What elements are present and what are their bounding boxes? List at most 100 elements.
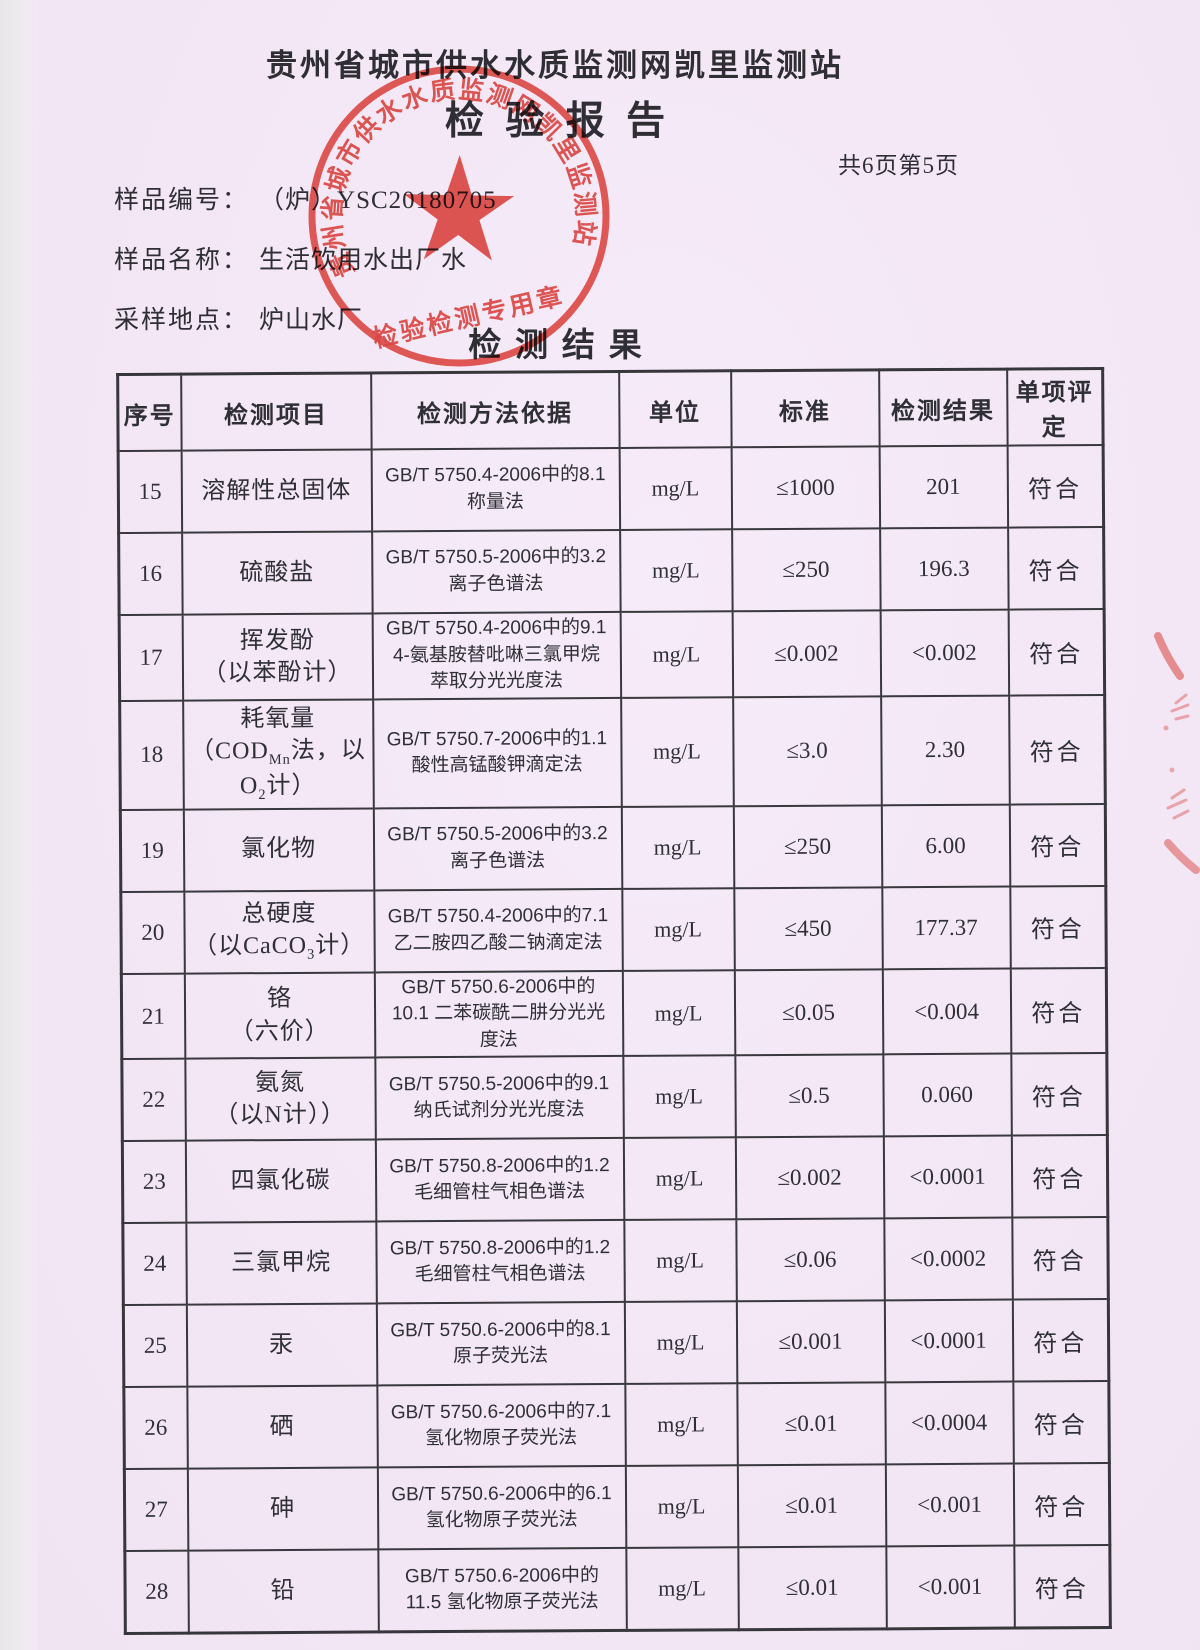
table-header-cell: 序号 [117, 374, 182, 452]
table-header-row: 序号 检测项目 检测方法依据 单位 标准 检测结果 单项评定 [117, 368, 1104, 452]
report-title: 检验报告 [444, 100, 687, 143]
cell-result: <0.001 [885, 1463, 1014, 1547]
cell-method: GB/T 5750.4-2006中的9.1 4-氨基胺替吡啉三氯甲烷 萃取分光光度法 [372, 611, 621, 700]
cell-standard: ≤0.05 [734, 968, 883, 1056]
cell-standard: ≤0.001 [736, 1300, 885, 1384]
cell-method: GB/T 5750.8-2006中的1.2 毛细管柱气相色谱法 [375, 1138, 624, 1222]
cell-item-name: 汞 [186, 1303, 377, 1388]
cell-result: 201 [879, 445, 1008, 529]
cell-serial-no: 26 [123, 1387, 188, 1470]
cell-result: <0.0001 [883, 1135, 1012, 1219]
cell-result: <0.002 [880, 609, 1009, 697]
field-label: 采样地点： [114, 307, 250, 334]
cell-evaluation: 符合 [1008, 608, 1105, 696]
cell-serial-no: 19 [120, 809, 184, 892]
sample-info: 样品编号： （炉）YSC20180705 样品名称： 生活饮用水出厂水 采样地点… [114, 180, 497, 336]
partial-stamp-edge [1154, 632, 1200, 874]
cell-item-name: 挥发酚 （以苯酚计） [182, 613, 373, 701]
scan-edge-shadow [0, 0, 38, 1650]
cell-method: GB/T 5750.5-2006中的9.1 纳氏试剂分光光度法 [374, 1056, 624, 1140]
cell-item-name: 氯化物 [183, 808, 374, 892]
cell-method: GB/T 5750.4-2006中的7.1 乙二胺四乙酸二钠滴定法 [373, 888, 623, 973]
table-row: 16 硫酸盐 GB/T 5750.5-2006中的3.2 离子色谱法 mg/L ≤… [118, 526, 1105, 616]
cell-standard: ≤0.002 [732, 610, 881, 698]
cell-unit: mg/L [619, 529, 733, 612]
table-row: 19 氯化物 GB/T 5750.5-2006中的3.2 离子色谱法 mg/L ≤… [120, 803, 1106, 892]
cell-unit: mg/L [624, 1383, 738, 1467]
cell-result: 0.060 [882, 1053, 1012, 1137]
cell-standard: ≤0.06 [735, 1218, 885, 1302]
cell-unit: mg/L [622, 1055, 736, 1139]
table-row: 21 铬（六价） GB/T 5750.6-2006中的 10.1 二苯碳酰二肼分光… [121, 967, 1107, 1060]
table-header-cell: 检测项目 [180, 372, 372, 451]
cell-evaluation: 符合 [1011, 1135, 1108, 1218]
cell-result: 6.00 [881, 804, 1010, 887]
cell-standard: ≤250 [733, 804, 882, 888]
cell-unit: mg/L [621, 887, 735, 971]
cell-item-name: 耗氧量 （CODMn法，以O2计） [182, 699, 374, 810]
cell-standard: ≤0.002 [735, 1136, 884, 1220]
table-header-cell: 标准 [730, 369, 880, 448]
field-label: 样品名称： [114, 247, 250, 274]
cell-unit: mg/L [622, 969, 735, 1057]
cell-unit: mg/L [624, 1301, 737, 1385]
table-row: 23 四氯化碳 GB/T 5750.8-2006中的1.2 毛细管柱气相色谱法 m… [122, 1135, 1108, 1224]
cell-serial-no: 25 [123, 1305, 187, 1388]
cell-evaluation: 符合 [1012, 1299, 1109, 1382]
cell-result: <0.0004 [884, 1381, 1014, 1465]
cell-method: GB/T 5750.6-2006中的7.1 氢化物原子荧光法 [376, 1384, 626, 1468]
cell-unit: mg/L [625, 1465, 738, 1549]
cell-standard: ≤250 [731, 528, 881, 612]
cell-evaluation: 符合 [1011, 1217, 1109, 1300]
table-row: 26 硒 GB/T 5750.6-2006中的7.1 氢化物原子荧光法 mg/L … [123, 1381, 1110, 1470]
field-label: 样品编号： [114, 187, 250, 214]
cell-evaluation: 符合 [1010, 967, 1107, 1054]
cell-standard: ≤450 [733, 886, 883, 970]
cell-method: GB/T 5750.5-2006中的3.2 离子色谱法 [373, 806, 622, 891]
cell-evaluation: 符合 [1007, 444, 1104, 528]
cell-standard: ≤3.0 [732, 696, 882, 806]
sample-info-row: 样品编号： （炉）YSC20180705 [114, 180, 497, 216]
cell-unit: mg/L [625, 1547, 739, 1631]
table-header-cell: 检测结果 [878, 369, 1008, 447]
cell-unit: mg/L [623, 1219, 737, 1303]
cell-method: GB/T 5750.5-2006中的3.2 离子色谱法 [371, 529, 621, 614]
org-title: 贵州省城市供水水质监测网凯里监测站 [266, 48, 844, 83]
cell-item-name: 硒 [186, 1385, 378, 1470]
cell-result: <0.0002 [883, 1217, 1013, 1301]
cell-standard: ≤0.01 [736, 1382, 886, 1466]
cell-serial-no: 18 [119, 700, 184, 810]
table-header-cell: 单位 [618, 370, 732, 448]
cell-result: 2.30 [880, 695, 1010, 805]
table-row: 20 总硬度 （以CaCO3计） GB/T 5750.4-2006中的7.1 乙二胺… [120, 885, 1107, 974]
cell-unit: mg/L [620, 611, 733, 698]
cell-evaluation: 符合 [1009, 803, 1106, 887]
cell-evaluation: 符合 [1008, 694, 1106, 805]
cell-method: GB/T 5750.6-2006中的 11.5 氢化物原子荧光法 [377, 1548, 627, 1633]
cell-item-name: 氨氮 （以N计）） [184, 1057, 376, 1142]
cell-method: GB/T 5750.8-2006中的1.2 毛细管柱气相色谱法 [375, 1220, 625, 1304]
cell-unit: mg/L [619, 447, 732, 530]
cell-serial-no: 24 [122, 1223, 187, 1306]
cell-method: GB/T 5750.6-2006中的6.1 氢化物原子荧光法 [377, 1466, 626, 1550]
cell-item-name: 铬（六价） [184, 972, 375, 1060]
cell-serial-no: 21 [121, 973, 185, 1060]
cell-evaluation: 符合 [1013, 1463, 1110, 1546]
cell-standard: ≤1000 [731, 446, 880, 530]
table-header-cell: 单项评定 [1006, 368, 1104, 446]
results-table: 序号 检测项目 检测方法依据 单位 标准 检测结果 单项评定 [116, 366, 1112, 1636]
cell-evaluation: 符合 [1012, 1381, 1110, 1464]
cell-standard: ≤0.01 [737, 1464, 886, 1548]
cell-method: GB/T 5750.6-2006中的 10.1 二苯碳酰二肼分光光 度法 [374, 970, 623, 1058]
cell-item-name: 四氯化碳 [185, 1139, 376, 1224]
field-value: 生活饮用水出厂水 [259, 247, 468, 274]
cell-item-name: 铅 [187, 1549, 379, 1634]
table-header-cell: 检测方法依据 [370, 371, 620, 450]
cell-result: 196.3 [879, 527, 1009, 611]
cell-evaluation: 符合 [1010, 1053, 1108, 1136]
cell-method: GB/T 5750.6-2006中的8.1 原子荧光法 [376, 1302, 625, 1386]
cell-item-name: 硫酸盐 [181, 531, 373, 615]
cell-result: <0.001 [885, 1545, 1015, 1630]
cell-serial-no: 22 [121, 1059, 186, 1142]
cell-serial-no: 23 [122, 1141, 186, 1224]
